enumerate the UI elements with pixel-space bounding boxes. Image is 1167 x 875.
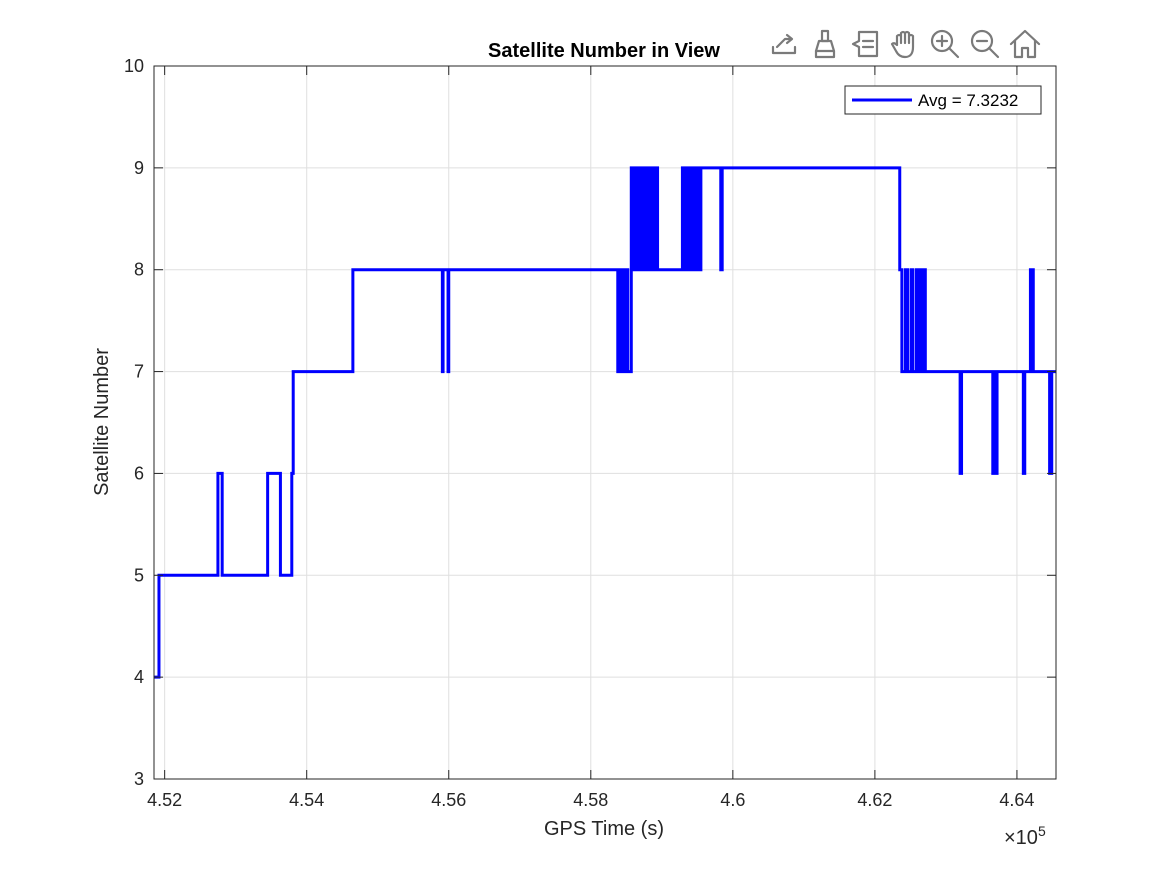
- x-tick-label: 4.64: [999, 790, 1034, 810]
- axis-ticks: 4.52 4.54 4.56 4.58 4.6 4.62 4.64 3 4 5 6 7 8 9 10: [124, 56, 1056, 810]
- datatip-icon: [851, 30, 879, 58]
- x-exponent-label: ×105: [1004, 823, 1046, 849]
- home-icon: [1009, 29, 1041, 59]
- y-tick-label: 4: [134, 667, 144, 687]
- y-tick-label: 8: [134, 260, 144, 280]
- legend: Avg = 7.3232: [844, 85, 1042, 115]
- y-tick-label: 5: [134, 565, 144, 585]
- data-series: [154, 166, 1056, 679]
- brush-icon: [814, 29, 836, 59]
- y-tick-label: 3: [134, 769, 144, 789]
- y-axis-label: Satellite Number: [91, 348, 113, 496]
- x-tick-label: 4.58: [573, 790, 608, 810]
- datatip-button[interactable]: [846, 25, 884, 63]
- x-axis-label: GPS Time (s): [544, 818, 664, 840]
- y-tick-label: 10: [124, 56, 144, 76]
- x-tick-label: 4.54: [289, 790, 324, 810]
- pan-button[interactable]: [886, 25, 924, 63]
- export-button[interactable]: [766, 25, 804, 63]
- plot-area: [154, 66, 1056, 779]
- home-button[interactable]: [1006, 25, 1044, 63]
- brush-button[interactable]: [806, 25, 844, 63]
- x-tick-label: 4.62: [857, 790, 892, 810]
- legend-entry-label: Avg = 7.3232: [918, 91, 1018, 110]
- x-exponent-base: ×10: [1004, 827, 1038, 849]
- x-tick-label: 4.56: [431, 790, 466, 810]
- x-exponent-power: 5: [1038, 823, 1046, 839]
- zoom-out-icon: [970, 29, 1000, 59]
- y-tick-label: 6: [134, 463, 144, 483]
- pan-hand-icon: [890, 30, 915, 59]
- zoom-in-icon: [930, 29, 960, 59]
- export-icon: [771, 33, 797, 55]
- figure-toolbar: [766, 24, 1044, 64]
- y-tick-label: 7: [134, 362, 144, 382]
- zoom-in-button[interactable]: [926, 25, 964, 63]
- plot-frame: [153, 65, 1057, 780]
- y-tick-label: 9: [134, 158, 144, 178]
- x-tick-label: 4.6: [720, 790, 745, 810]
- chart-title: Satellite Number in View: [488, 40, 720, 62]
- x-tick-label: 4.52: [147, 790, 182, 810]
- zoom-out-button[interactable]: [966, 25, 1004, 63]
- series-line: [154, 166, 1056, 679]
